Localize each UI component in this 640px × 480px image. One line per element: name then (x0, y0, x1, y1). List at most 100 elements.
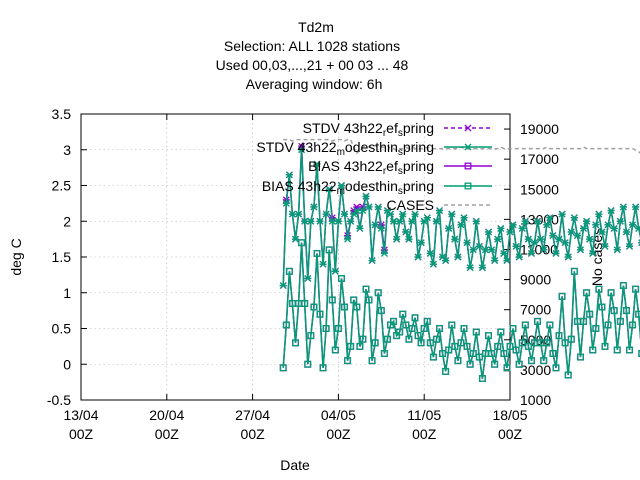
point-marker-square (626, 346, 633, 354)
point-marker-x (386, 210, 394, 218)
point-marker-x (304, 274, 312, 282)
legend-entry: STDV 43h22modesthinspring (256, 139, 492, 158)
point-marker-square (368, 357, 376, 365)
point-marker-x (472, 217, 480, 225)
point-marker-x (616, 217, 624, 225)
x-axis-label: Date (280, 457, 310, 473)
point-marker-x (365, 203, 373, 211)
point-marker-square (353, 303, 361, 311)
point-marker-x (598, 228, 606, 236)
series-line (282, 242, 640, 379)
point-marker-x (322, 210, 330, 218)
point-marker-x (374, 203, 382, 211)
point-marker-x (282, 199, 290, 207)
y2-tick-label: 19000 (520, 121, 559, 137)
point-marker-x (393, 235, 401, 243)
chart-title: Td2m Selection: ALL 1028 stations Used 0… (216, 19, 409, 92)
point-marker-square (509, 325, 517, 332)
point-marker-x (442, 257, 450, 265)
point-marker-square (429, 353, 437, 361)
point-marker-square (433, 335, 440, 343)
point-marker-x (377, 224, 385, 232)
point-marker-x (488, 246, 496, 254)
point-marker-x (500, 249, 508, 257)
legend-marker (464, 162, 472, 170)
point-marker-square (558, 292, 566, 300)
point-marker-x (503, 257, 511, 265)
point-marker-x (592, 221, 600, 229)
x-tick-label: 18/05 00Z (492, 407, 527, 442)
point-marker-x (622, 228, 630, 236)
y2-axis-label: No cases (589, 228, 605, 286)
point-marker-square (344, 357, 352, 365)
series-3 (279, 239, 640, 382)
point-marker-square (534, 317, 542, 325)
point-marker-square (313, 249, 321, 257)
title-line-2: Selection: ALL 1028 stations (224, 38, 400, 54)
point-marker-square (567, 335, 575, 343)
point-marker-x (396, 217, 404, 225)
series-4 (283, 138, 640, 155)
point-marker-square (635, 310, 640, 318)
point-marker-x (531, 239, 539, 247)
point-marker-square (350, 296, 358, 304)
point-marker-square (546, 321, 554, 329)
point-marker-square (570, 267, 578, 275)
point-marker-square (282, 321, 290, 329)
point-marker-x (629, 221, 637, 229)
point-marker-square (521, 321, 529, 329)
point-marker-x (466, 264, 474, 272)
point-marker-square (619, 282, 627, 290)
point-marker-square (506, 342, 514, 350)
y-tick-label: 1.5 (52, 249, 72, 265)
title-line-1: Td2m (298, 19, 334, 35)
x-tick-label: 13/04 00Z (63, 407, 98, 442)
point-marker-x (359, 207, 367, 214)
y-tick-label: 2.5 (52, 178, 72, 194)
point-marker-square (374, 289, 382, 297)
point-marker-x (604, 221, 612, 229)
point-marker-square (292, 339, 299, 347)
point-marker-x (285, 171, 293, 179)
point-marker-square (362, 285, 370, 293)
point-marker-x (298, 146, 306, 154)
point-marker-square (512, 346, 520, 354)
point-marker-x (279, 282, 287, 290)
point-marker-square (328, 296, 336, 304)
point-marker-x (307, 217, 315, 225)
point-marker-x (436, 207, 444, 214)
point-marker-x (448, 210, 456, 218)
point-marker-square (607, 289, 615, 297)
point-marker-square (586, 310, 594, 318)
point-marker-square (595, 285, 603, 293)
point-marker-x (362, 192, 370, 200)
point-marker-x (583, 217, 591, 225)
point-marker-square (338, 274, 345, 282)
point-marker-square (475, 353, 483, 361)
point-marker-x (390, 217, 398, 225)
point-marker-x (417, 239, 425, 247)
point-marker-square (420, 325, 428, 332)
point-marker-x (347, 217, 355, 225)
point-marker-x (558, 210, 566, 218)
point-marker-x (601, 242, 609, 250)
point-marker-x (316, 217, 324, 225)
point-marker-square (310, 303, 318, 311)
point-marker-x (423, 214, 431, 222)
point-marker-square (466, 360, 474, 368)
point-marker-x (564, 253, 572, 261)
point-marker-square (399, 310, 407, 318)
point-marker-x (506, 228, 514, 236)
point-marker-square (319, 364, 327, 372)
point-marker-x (491, 257, 499, 265)
point-marker-x (555, 235, 563, 243)
x-axis: 13/04 00Z 20/04 00Z 27/04 00Z 04/05 00Z 11/05 00Z… (63, 114, 528, 442)
point-marker-square (359, 335, 367, 343)
y-tick-label: 1 (63, 285, 71, 301)
point-marker-x (481, 246, 489, 254)
point-marker-x (405, 235, 413, 243)
point-marker-x (515, 253, 523, 261)
point-marker-x (570, 214, 578, 222)
point-marker-x (573, 232, 581, 240)
